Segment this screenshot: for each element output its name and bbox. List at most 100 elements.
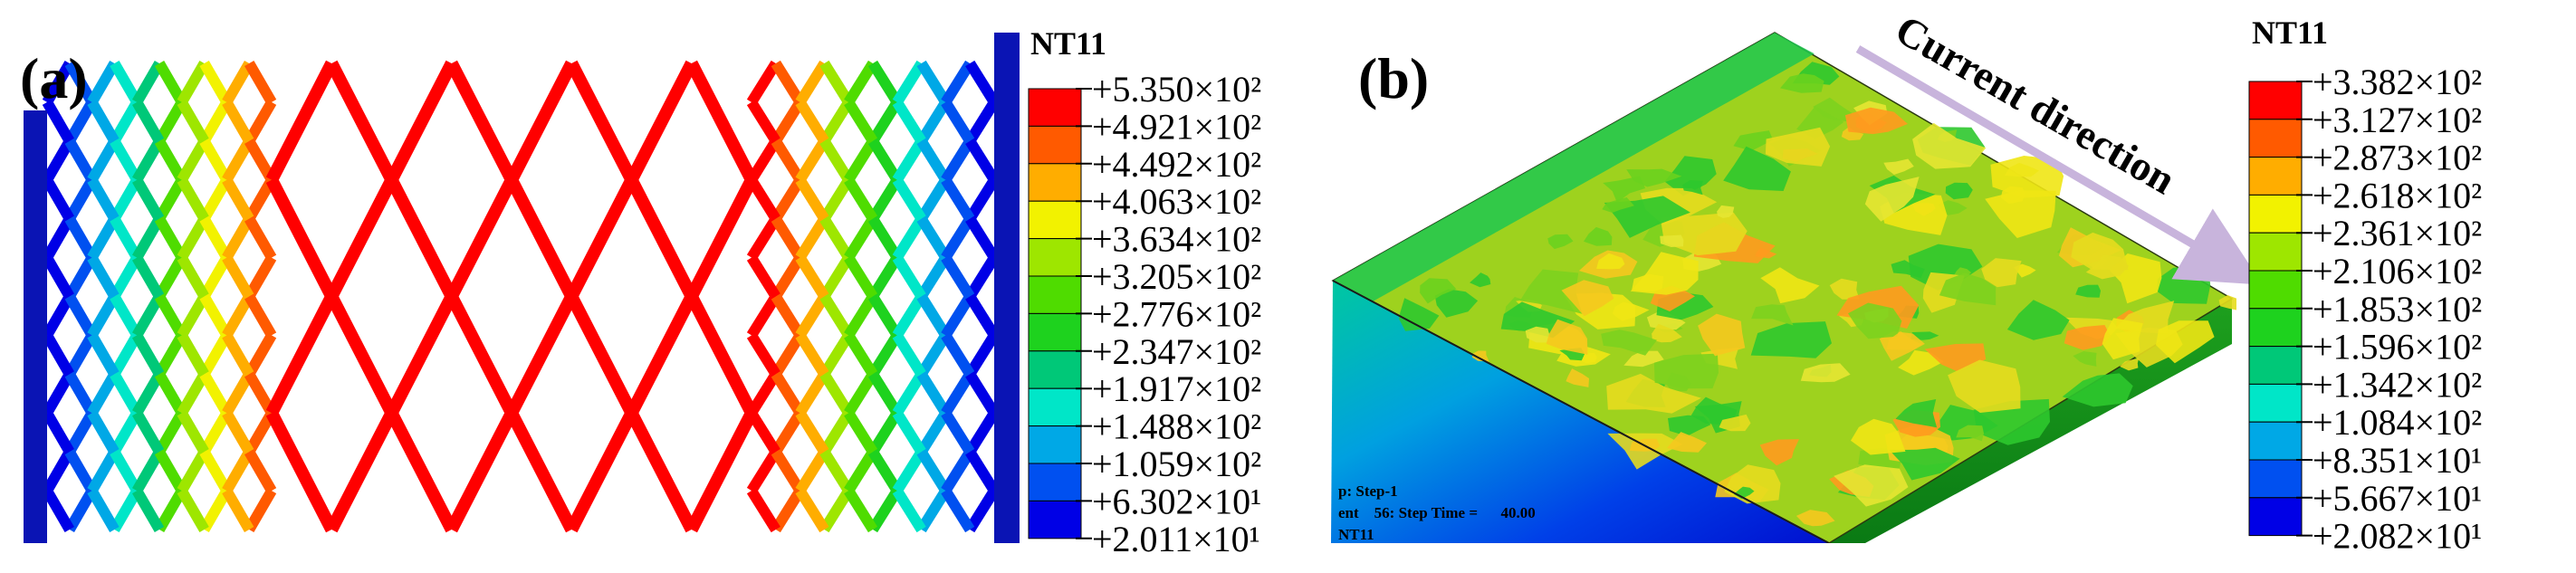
legend-value: +1.853×10² bbox=[2313, 289, 2482, 329]
lattice-strut bbox=[199, 138, 232, 183]
contour-patch bbox=[1652, 323, 1682, 343]
lattice-strut bbox=[64, 410, 97, 455]
legend-swatch bbox=[2248, 119, 2303, 158]
lattice-strut bbox=[199, 488, 232, 533]
contour-patch bbox=[1796, 510, 1835, 527]
legend-value: +2.011×10¹ bbox=[1092, 519, 1260, 559]
legend-value: +1.488×10² bbox=[1092, 406, 1261, 447]
contour-patch bbox=[1765, 127, 1831, 167]
lattice-strut bbox=[244, 254, 277, 300]
lattice-strut bbox=[771, 254, 805, 300]
lattice-strut bbox=[87, 99, 120, 144]
contour-patch bbox=[2006, 300, 2070, 340]
contour-patch bbox=[1895, 399, 1938, 428]
lattice-strut bbox=[771, 448, 805, 494]
lattice-strut bbox=[892, 371, 926, 416]
lattice-strut bbox=[222, 488, 254, 533]
lattice-strut bbox=[154, 449, 187, 494]
legend-value: +2.082×10¹ bbox=[2313, 516, 2482, 557]
legend-swatch bbox=[2248, 194, 2303, 234]
lattice-strut bbox=[941, 332, 975, 377]
lattice-strut bbox=[64, 177, 97, 222]
lattice-strut bbox=[844, 293, 878, 339]
legend-swatch bbox=[1028, 350, 1082, 389]
lattice-strut bbox=[110, 332, 142, 377]
current-direction-arrow bbox=[1855, 45, 2263, 285]
lattice-strut bbox=[199, 177, 232, 222]
lattice-strut bbox=[844, 215, 878, 261]
contour-patch bbox=[1434, 289, 1479, 318]
time-label: ent 56: Step Time = 40.00 bbox=[1338, 504, 1536, 521]
lattice-strut bbox=[64, 449, 97, 494]
lattice-strut bbox=[244, 215, 277, 261]
lattice-strut bbox=[965, 487, 996, 533]
legend-value: +2.873×10² bbox=[2313, 138, 2482, 178]
legend-swatch bbox=[1028, 163, 1082, 202]
step-label: p: Step-1 bbox=[1338, 482, 1398, 500]
lattice-strut bbox=[795, 138, 829, 183]
lattice-strut bbox=[265, 410, 338, 533]
legend-swatch bbox=[2248, 421, 2303, 461]
lattice-strut bbox=[916, 177, 951, 222]
contour-patch bbox=[1623, 350, 1664, 368]
lattice-strut bbox=[199, 99, 232, 144]
lattice-strut bbox=[746, 138, 780, 183]
lattice-strut bbox=[132, 332, 165, 377]
lattice-strut bbox=[42, 254, 74, 300]
lattice-strut bbox=[445, 60, 518, 183]
legend-value: +2.618×10² bbox=[2313, 175, 2482, 215]
lattice-strut bbox=[685, 177, 758, 300]
lattice-strut bbox=[505, 60, 578, 183]
contour-patch bbox=[1733, 130, 1773, 151]
lattice-strut bbox=[867, 410, 902, 455]
lattice-strut bbox=[154, 410, 187, 455]
lattice-strut bbox=[87, 293, 120, 339]
lattice-strut bbox=[795, 60, 829, 106]
lattice-strut bbox=[867, 448, 902, 494]
legend-value: +2.347×10² bbox=[1092, 331, 1261, 372]
lattice-strut bbox=[916, 332, 951, 377]
lattice-strut bbox=[892, 293, 926, 339]
lattice-strut bbox=[87, 488, 120, 533]
legend-swatch bbox=[1028, 200, 1082, 240]
lattice-strut bbox=[110, 177, 142, 222]
lattice-strut bbox=[222, 449, 254, 494]
legend-swatch bbox=[2248, 346, 2303, 385]
legend-a-title: NT11 bbox=[1030, 25, 1106, 62]
legend-b-title: NT11 bbox=[2252, 14, 2328, 51]
legend-value: +1.342×10² bbox=[2313, 364, 2482, 405]
contour-patch bbox=[1956, 425, 1984, 442]
variable-label: NT11 bbox=[1338, 526, 1374, 543]
legend-swatch bbox=[1028, 387, 1082, 427]
lattice-strut bbox=[819, 448, 854, 494]
contour-patch bbox=[1566, 368, 1589, 387]
lattice-strut bbox=[844, 60, 878, 106]
lattice-strut bbox=[819, 332, 854, 377]
lattice-strut bbox=[965, 371, 996, 416]
lattice-strut bbox=[844, 448, 878, 494]
lattice-strut bbox=[177, 138, 209, 183]
lattice-strut bbox=[892, 332, 926, 377]
lattice-strut bbox=[746, 293, 780, 339]
contour-patch bbox=[1626, 168, 1682, 187]
lattice-strut bbox=[965, 293, 996, 339]
lattice-strut bbox=[771, 177, 805, 222]
lattice-strut bbox=[844, 99, 878, 145]
lattice-strut bbox=[746, 215, 780, 261]
lattice-strut bbox=[965, 332, 996, 377]
lattice-strut bbox=[867, 60, 902, 106]
lattice-strut bbox=[177, 254, 209, 300]
contour-patch bbox=[1889, 447, 1960, 481]
lattice-strut bbox=[110, 293, 142, 339]
lattice-strut bbox=[746, 448, 780, 494]
lattice-strut bbox=[965, 410, 996, 455]
contour-patch bbox=[1546, 319, 1588, 355]
lattice-strut bbox=[110, 488, 142, 533]
contour-patch bbox=[1851, 418, 1906, 455]
lattice-strut bbox=[771, 371, 805, 416]
lattice-strut bbox=[445, 177, 518, 300]
panel-b: (b) Current direction p: Step-1 ent 56: … bbox=[1331, 5, 2482, 557]
lattice-strut bbox=[222, 254, 254, 300]
lattice-strut bbox=[177, 371, 209, 416]
lattice-strut bbox=[941, 60, 975, 106]
